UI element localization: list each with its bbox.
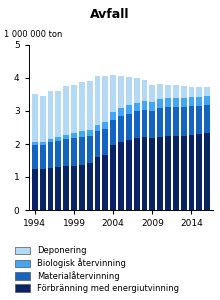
Bar (95, 157, 101, 210)
Bar (87, 130, 93, 136)
Bar (141, 80, 147, 101)
Bar (173, 85, 179, 98)
Text: Avfall: Avfall (90, 8, 130, 21)
Bar (149, 85, 155, 102)
Bar (141, 110, 147, 137)
Bar (157, 108, 163, 137)
Bar (189, 87, 194, 98)
Bar (32, 169, 38, 210)
Bar (48, 139, 53, 142)
Bar (102, 155, 108, 210)
Bar (87, 136, 93, 163)
Bar (196, 106, 202, 134)
Bar (189, 106, 194, 135)
Bar (196, 97, 202, 106)
Bar (102, 122, 108, 130)
Bar (204, 105, 210, 134)
Bar (102, 130, 108, 155)
Bar (134, 103, 140, 111)
Bar (71, 166, 77, 210)
Bar (189, 135, 194, 210)
Bar (87, 163, 93, 210)
Bar (71, 85, 77, 133)
Bar (134, 111, 140, 138)
Bar (189, 98, 194, 106)
Bar (157, 84, 163, 99)
Bar (196, 134, 202, 210)
Bar (32, 94, 38, 142)
Bar (134, 138, 140, 210)
Bar (32, 142, 38, 145)
Bar (204, 87, 210, 96)
Bar (63, 86, 69, 135)
Bar (165, 136, 171, 210)
Bar (118, 76, 124, 108)
Bar (157, 99, 163, 108)
Bar (141, 137, 147, 210)
Bar (40, 145, 46, 169)
Bar (63, 167, 69, 210)
Bar (118, 108, 124, 116)
Bar (134, 78, 140, 103)
Bar (79, 137, 85, 165)
Bar (204, 134, 210, 210)
Bar (173, 136, 179, 210)
Bar (126, 114, 132, 140)
Bar (173, 98, 179, 107)
Bar (181, 98, 187, 107)
Bar (118, 116, 124, 142)
Bar (40, 142, 46, 145)
Bar (126, 140, 132, 210)
Bar (71, 138, 77, 166)
Bar (63, 140, 69, 166)
Bar (149, 138, 155, 210)
Bar (95, 76, 101, 124)
Bar (87, 81, 93, 130)
Legend: Deponering, Biologisk återvinning, Materialåtervinning, Förbränning med energiut: Deponering, Biologisk återvinning, Mater… (15, 246, 179, 293)
Bar (141, 101, 147, 110)
Bar (157, 137, 163, 210)
Bar (181, 107, 187, 136)
Bar (149, 102, 155, 111)
Bar (181, 86, 187, 98)
Bar (40, 96, 46, 142)
Bar (149, 111, 155, 138)
Bar (95, 124, 101, 131)
Bar (55, 141, 61, 167)
Bar (48, 168, 53, 210)
Bar (204, 96, 210, 105)
Bar (181, 136, 187, 210)
Bar (95, 131, 101, 157)
Bar (32, 145, 38, 169)
Bar (48, 91, 53, 139)
Bar (79, 131, 85, 137)
Bar (173, 107, 179, 136)
Bar (165, 98, 171, 107)
Bar (71, 133, 77, 138)
Bar (110, 112, 116, 120)
Bar (102, 76, 108, 122)
Bar (110, 75, 116, 112)
Bar (48, 142, 53, 168)
Bar (63, 135, 69, 140)
Bar (79, 165, 85, 210)
Bar (165, 107, 171, 136)
Bar (165, 85, 171, 98)
Bar (55, 137, 61, 141)
Bar (110, 120, 116, 145)
Bar (110, 145, 116, 210)
Bar (196, 87, 202, 97)
Bar (126, 105, 132, 114)
Bar (126, 77, 132, 105)
Bar (40, 169, 46, 210)
Bar (79, 82, 85, 131)
Bar (118, 142, 124, 210)
Text: 1 000 000 ton: 1 000 000 ton (4, 30, 63, 39)
Bar (55, 91, 61, 137)
Bar (55, 167, 61, 210)
